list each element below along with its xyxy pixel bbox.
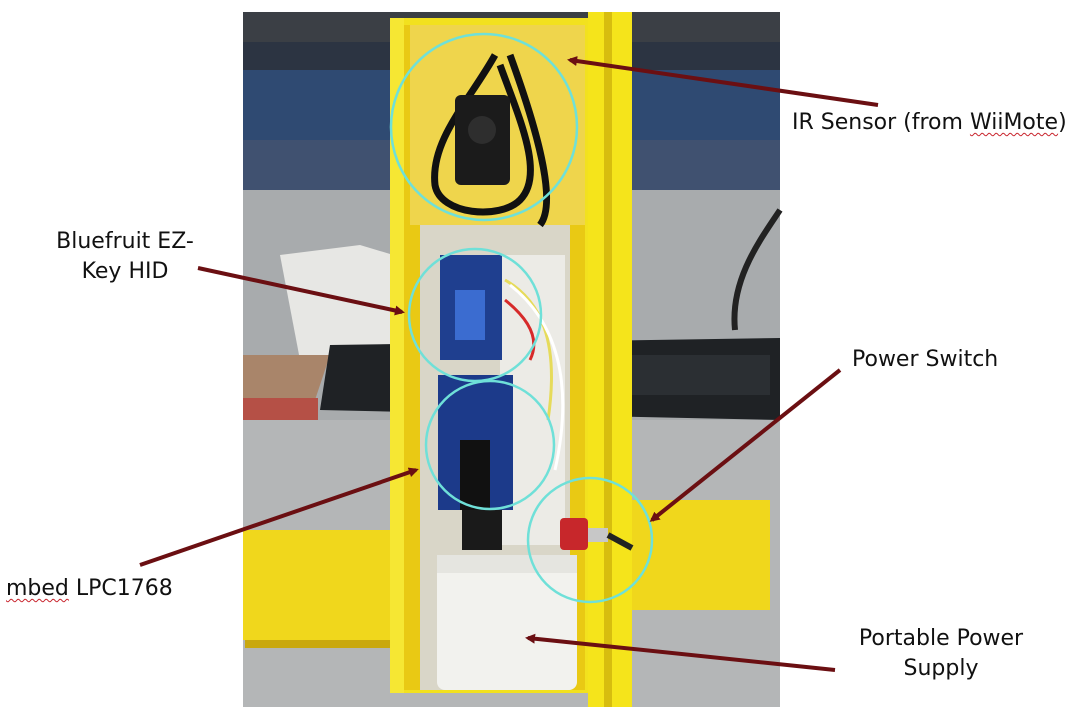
label-ir-sensor-suffix: ) bbox=[1058, 110, 1067, 135]
label-bluefruit-line2: Key HID bbox=[30, 257, 220, 287]
label-power-supply: Portable Power Supply bbox=[846, 624, 1036, 684]
label-mbed-word: mbed bbox=[6, 576, 69, 601]
breadboard bbox=[438, 255, 565, 550]
label-ir-sensor: IR Sensor (from WiiMote) bbox=[792, 108, 1067, 138]
label-bluefruit: Bluefruit EZ- Key HID bbox=[30, 227, 220, 287]
label-mbed: mbed LPC1768 bbox=[6, 574, 173, 604]
label-ir-sensor-wiimote: WiiMote bbox=[970, 110, 1058, 135]
label-bluefruit-line1: Bluefruit EZ- bbox=[30, 227, 220, 257]
label-mbed-suffix: LPC1768 bbox=[69, 576, 173, 601]
label-power-supply-line2: Supply bbox=[846, 654, 1036, 684]
label-power-supply-line1: Portable Power bbox=[846, 624, 1036, 654]
label-power-switch: Power Switch bbox=[852, 345, 998, 375]
label-ir-sensor-prefix: IR Sensor (from bbox=[792, 110, 970, 135]
power-supply bbox=[437, 555, 577, 690]
